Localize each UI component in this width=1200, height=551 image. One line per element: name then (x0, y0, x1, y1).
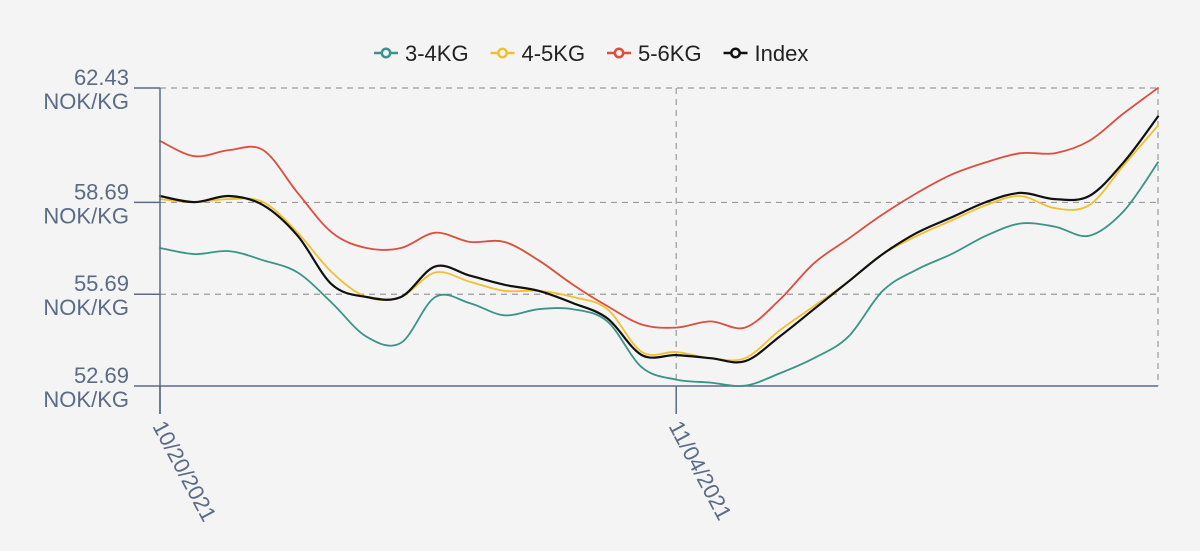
series-lines (158, 87, 1160, 387)
legend-item-4-5kg[interactable]: 4-5KG (490, 41, 586, 66)
legend-label: Index (755, 41, 809, 66)
series-line-5-6kg (159, 87, 1159, 330)
series-line-3-4kg (159, 161, 1159, 387)
y-tick-unit: NOK/KG (43, 89, 129, 114)
legend-label: 4-5KG (522, 41, 586, 66)
legend-marker-icon (613, 47, 625, 59)
x-tick-label: 11/04/2021 (664, 417, 737, 525)
y-tick-unit: NOK/KG (43, 387, 129, 412)
axes: 62.43NOK/KG58.69NOK/KG55.69NOK/KG52.69NO… (43, 65, 736, 526)
y-tick-label: 58.69 (74, 179, 129, 204)
y-tick-label: 62.43 (74, 65, 129, 90)
legend-item-3-4kg[interactable]: 3-4KG (374, 41, 469, 66)
y-tick-unit: NOK/KG (43, 203, 129, 228)
series-line-index (158, 115, 1160, 364)
legend-item-index[interactable]: Index (723, 41, 809, 66)
legend: 3-4KG 4-5KG 5-6KG Index (374, 41, 808, 66)
y-tick-label: 55.69 (74, 271, 129, 296)
legend-marker-icon (497, 47, 508, 59)
x-tick-label: 10/20/2021 (148, 417, 222, 526)
legend-label: 3-4KG (405, 41, 469, 66)
grid (160, 87, 1159, 387)
legend-item-5-6kg[interactable]: 5-6KG (607, 41, 702, 66)
y-tick-unit: NOK/KG (43, 295, 129, 320)
legend-marker-icon (730, 47, 741, 59)
legend-marker-icon (380, 47, 392, 59)
y-tick-label: 52.69 (74, 363, 129, 388)
series-line-4-5kg (159, 124, 1159, 362)
legend-label: 5-6KG (638, 41, 702, 66)
